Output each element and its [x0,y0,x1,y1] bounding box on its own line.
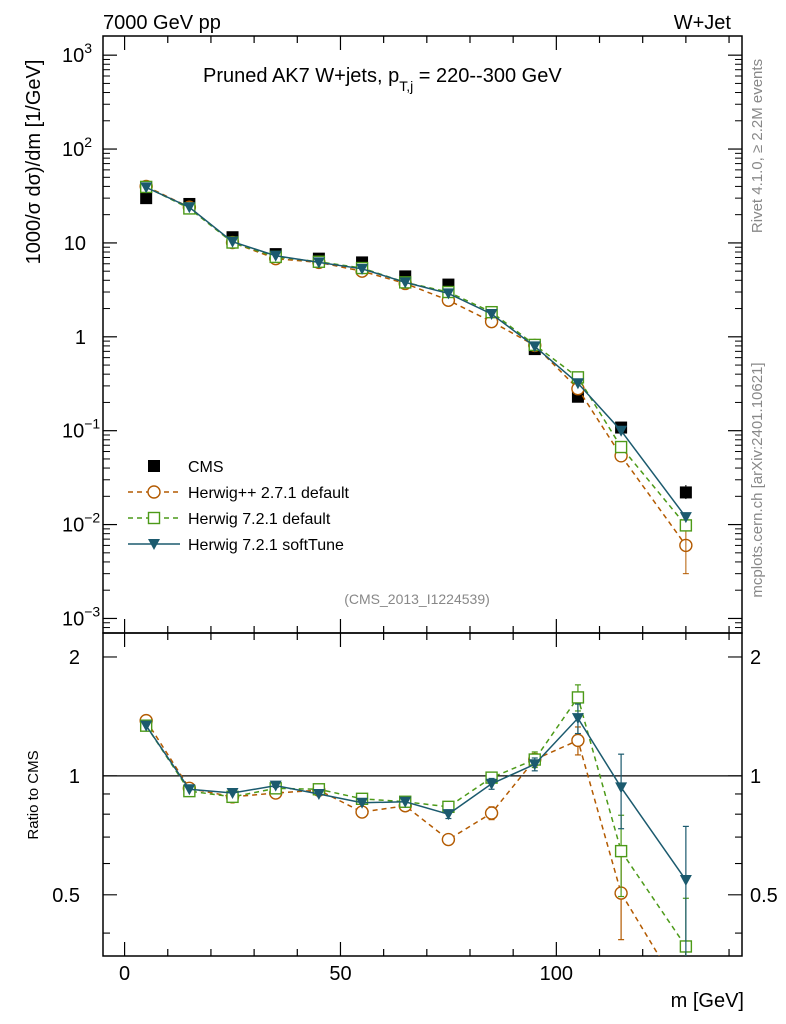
y-tick-label-main: 10−3 [62,603,100,630]
mcplots-label: mcplots.cern.ch [arXiv:2401.10621] [749,362,766,597]
y-tick-label-ratio-right: 0.5 [750,885,778,907]
ratio-point-herwig-7-2-1-softtune [312,788,325,800]
ratio-point-herwig-7-2-1-softtune [679,875,692,887]
ratio-point-herwig-2-7-1-default [571,733,585,748]
point-herwig-7-2-1-softtune [226,236,239,248]
ratio-point-herwig-7-2-1-softtune [399,796,412,808]
y-tick-label-main: 102 [62,134,92,161]
legend-marker-cms [148,460,160,472]
point-herwig-7-2-1-softtune [615,425,628,437]
rivet-label: Rivet 4.1.0, ≥ 2.2M events [749,59,766,233]
chart-title: Pruned AK7 W+jets, pT,j = 220--300 GeV [203,65,562,94]
point-herwig-7-2-1-softtune [485,308,498,320]
y-tick-label-ratio: 1 [69,766,80,788]
legend-marker-herwig-7-2-1-softtune [148,539,160,550]
ratio-series [139,684,693,956]
y-tick-label-ratio: 2 [69,647,80,669]
point-herwig-7-2-1-softtune [442,288,455,300]
ratio-point-herwig-7-2-1-softtune [140,720,153,732]
point-cms [140,192,153,205]
ratio-point-herwig-7-2-1-softtune [226,788,239,800]
x-axis-label: m [GeV] [671,990,744,1012]
ratio-point-herwig-7-2-1-softtune [183,784,196,796]
ratio-point-herwig-2-7-1-default [484,806,499,820]
y-tick-label-main: 10−1 [62,416,100,443]
y-tick-label-main: 103 [62,40,92,67]
point-herwig-7-2-1-softtune [312,257,325,269]
data-series [139,179,693,956]
legend-marker-herwig-2-7-1-default [147,485,161,499]
point-herwig-7-2-1-softtune [679,512,692,524]
point-herwig-7-2-1-softtune [399,277,412,289]
x-tick-label: 0 [119,963,130,985]
legend-label-herwig-7-2-1-default: Herwig 7.2.1 default [188,511,331,528]
legend-label-cms: CMS [188,459,224,476]
ratio-line-herwig-7-2-1-default [145,695,687,947]
legend-label-herwig-7-2-1-softtune: Herwig 7.2.1 softTune [188,537,344,554]
point-herwig-7-2-1-softtune [140,182,153,194]
y-tick-label-ratio-right: 1 [750,766,761,788]
y-tick-label-main: 10 [64,233,86,255]
ratio-point-herwig-7-2-1-softtune [485,778,498,790]
ratio-point-herwig-7-2-1-softtune [442,809,455,821]
point-herwig-7-2-1-softtune [571,378,584,390]
y-axis-label-main: 1000/σ dσ)/dm [1/GeV] [23,60,45,265]
ratio-point-herwig-7-2-1-softtune [356,797,369,809]
header-right: W+Jet [674,12,732,34]
ratio-point-herwig-7-2-1-softtune [615,782,628,794]
x-tick-label: 100 [540,963,573,985]
point-herwig-7-2-1-softtune [528,341,541,353]
ratio-panel-frame [102,632,743,957]
y-tick-label-main: 10−2 [62,510,100,537]
legend-marker-herwig-7-2-1-default [147,511,161,525]
point-herwig-7-2-1-softtune [356,263,369,275]
y-tick-label-main: 1 [75,327,86,349]
ratio-point-herwig-7-2-1-default [614,844,628,858]
ratio-point-herwig-7-2-1-default [571,691,585,704]
point-herwig-7-2-1-default [614,440,628,454]
y-tick-label-ratio-right: 2 [750,647,761,669]
ratio-point-herwig-7-2-1-softtune [528,759,541,771]
point-cms [679,486,692,499]
y-tick-label-ratio: 0.5 [52,885,80,907]
legend: CMS Herwig++ 2.7.1 default Herwig 7.2.1 de… [128,459,350,554]
x-tick-label: 50 [329,963,351,985]
main-series [139,179,693,575]
point-herwig-7-2-1-softtune [269,250,282,262]
ratio-point-herwig-2-7-1-default [441,832,456,847]
ratio-point-herwig-7-2-1-softtune [571,713,584,725]
header-left: 7000 GeV pp [103,12,221,34]
point-herwig-7-2-1-softtune [183,202,196,214]
legend-label-herwig-2-7-1-default: Herwig++ 2.7.1 default [188,485,350,502]
analysis-tag: (CMS_2013_I1224539) [344,591,490,607]
y-axis-label-ratio: Ratio to CMS [25,750,42,839]
ratio-point-herwig-7-2-1-softtune [269,780,282,792]
